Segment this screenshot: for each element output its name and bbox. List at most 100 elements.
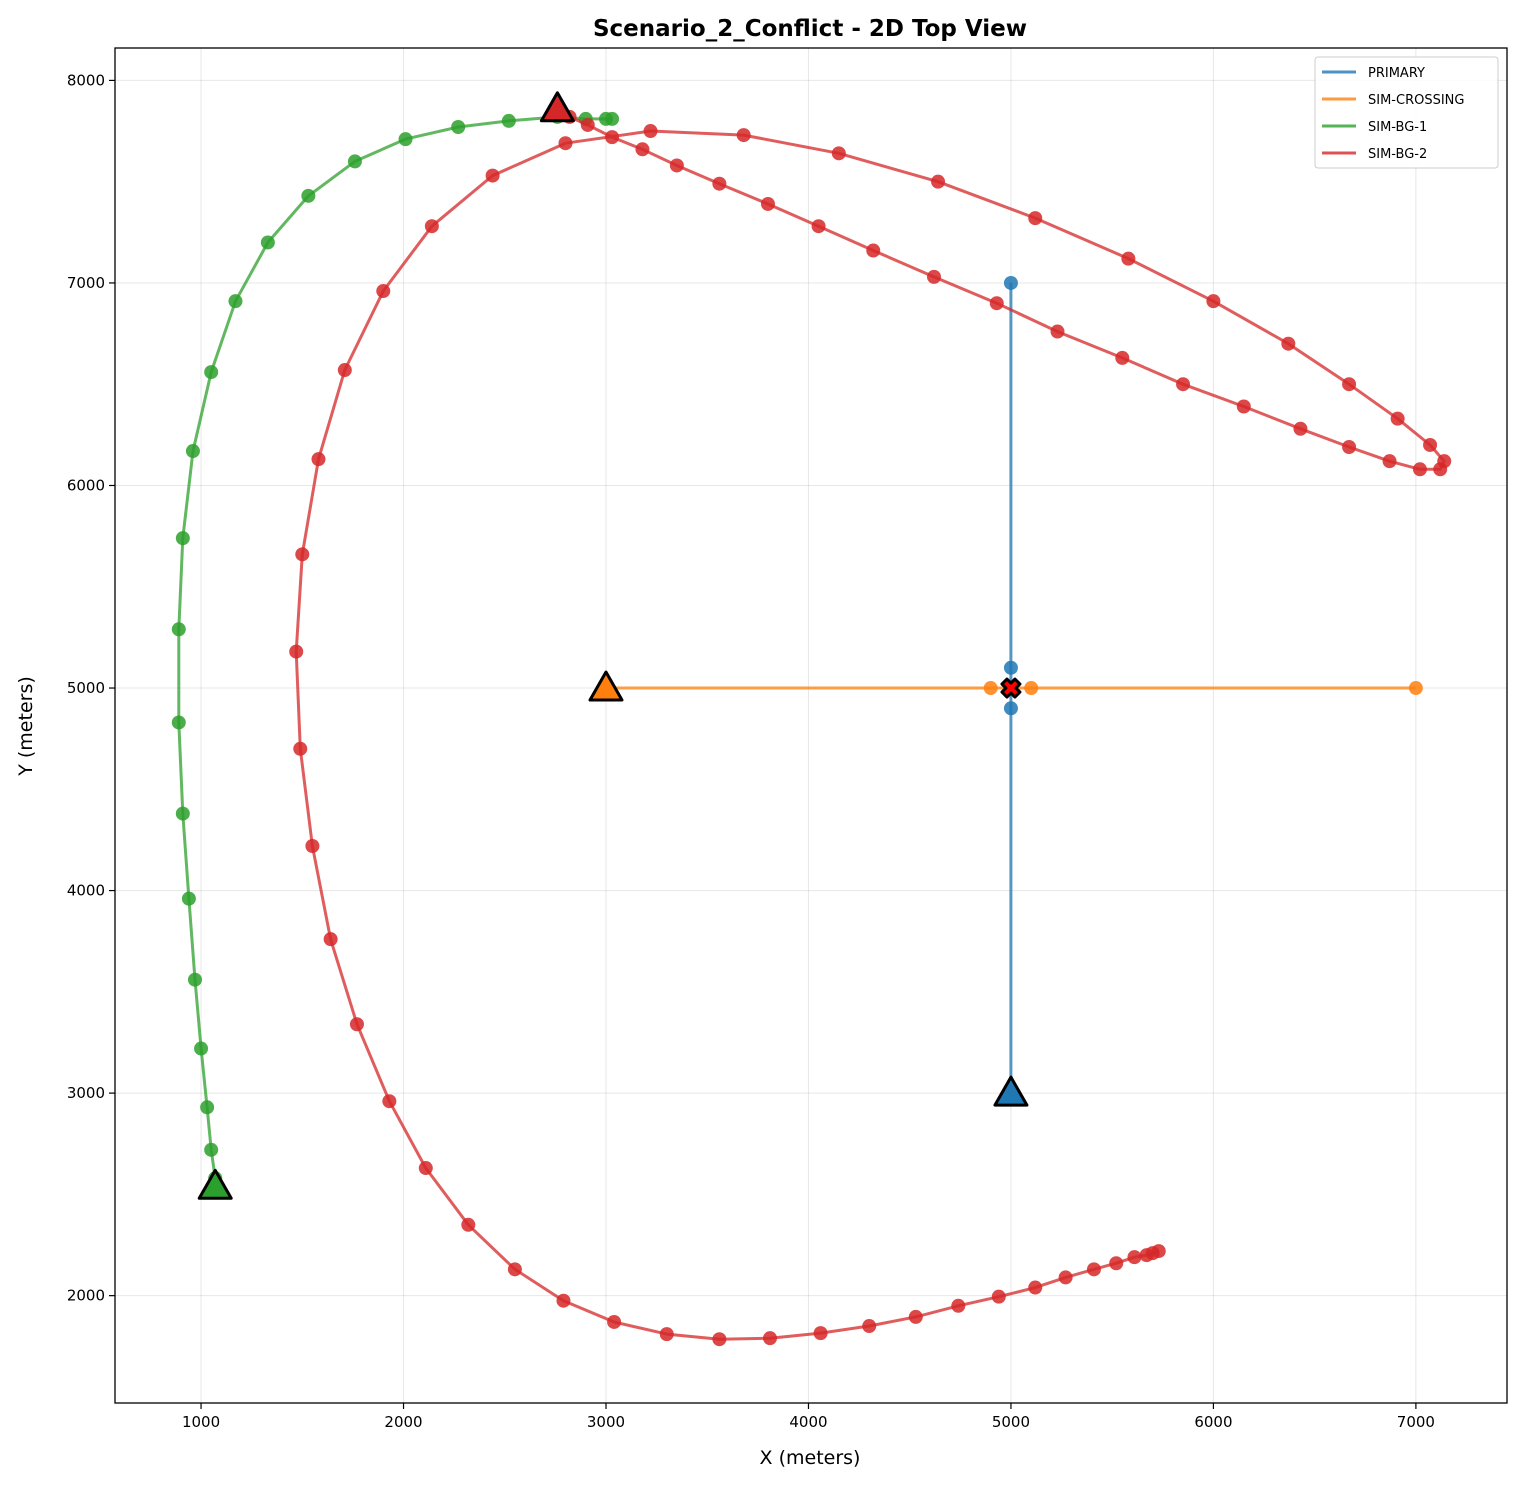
data-point: [1058, 1270, 1073, 1285]
data-point: [1433, 462, 1448, 477]
y-tick-label: 8000: [67, 71, 105, 89]
data-point: [951, 1298, 966, 1313]
data-point: [1024, 681, 1039, 696]
data-point: [424, 219, 439, 234]
data-point: [1003, 660, 1018, 675]
data-point: [295, 547, 310, 562]
y-tick-label: 5000: [67, 679, 105, 697]
data-point: [659, 1327, 674, 1342]
data-point: [1408, 681, 1423, 696]
y-tick-label: 4000: [67, 882, 105, 900]
y-axis-label: Y (meters): [15, 676, 37, 777]
legend-box: [1314, 56, 1499, 169]
data-point: [171, 622, 186, 637]
data-point: [1115, 350, 1130, 365]
legend: PRIMARY SIM-CROSSING SIM-BG-1 SIM-BG-2: [1314, 56, 1499, 169]
data-point: [200, 1100, 215, 1115]
data-point: [323, 932, 338, 947]
data-point: [349, 1017, 364, 1032]
data-point: [451, 119, 466, 134]
data-point: [347, 154, 362, 169]
data-point: [643, 124, 658, 139]
x-tick-label: 2000: [384, 1413, 422, 1431]
data-point: [983, 681, 998, 696]
ticks: 1000 2000 3000 4000 5000 6000 7000 2000 3000 4000…: [67, 71, 1435, 1431]
data-point: [813, 1326, 828, 1341]
conflict-x: [1000, 677, 1022, 699]
data-point: [311, 452, 326, 467]
data-point: [382, 1094, 397, 1109]
data-point: [1342, 440, 1357, 455]
data-point: [1281, 336, 1296, 351]
x-tick-label: 7000: [1397, 1413, 1435, 1431]
data-point: [1028, 211, 1043, 226]
data-point: [736, 128, 751, 143]
legend-label: SIM-BG-2: [1368, 147, 1427, 162]
x-axis-label: X (meters): [760, 1447, 861, 1469]
x-tick-label: 5000: [992, 1413, 1030, 1431]
data-point: [635, 142, 650, 157]
data-point: [398, 132, 413, 147]
data-point: [862, 1319, 877, 1334]
y-tick-label: 7000: [67, 274, 105, 292]
data-point: [461, 1217, 476, 1232]
y-tick-label: 3000: [67, 1084, 105, 1102]
data-point: [293, 741, 308, 756]
data-point: [337, 363, 352, 378]
data-point: [760, 196, 775, 211]
data-point: [289, 644, 304, 659]
data-point: [762, 1331, 777, 1346]
x-tick-label: 3000: [587, 1413, 625, 1431]
legend-label: SIM-CROSSING: [1368, 93, 1464, 108]
data-point: [580, 117, 595, 132]
data-point: [712, 1332, 727, 1347]
data-point: [1086, 1262, 1101, 1277]
data-point: [1236, 399, 1251, 414]
start-marker: [993, 1075, 1029, 1107]
x-tick-label: 4000: [789, 1413, 827, 1431]
data-point: [931, 174, 946, 189]
data-point: [607, 1314, 622, 1329]
data-point: [1050, 324, 1065, 339]
chart-title: Scenario_2_Conflict - 2D Top View: [593, 16, 1027, 42]
data-point: [485, 168, 500, 183]
data-point: [1293, 421, 1308, 436]
data-point: [1390, 411, 1405, 426]
start-marker: [588, 670, 624, 702]
data-point: [712, 176, 727, 191]
data-point: [1003, 701, 1018, 716]
data-point: [1121, 251, 1136, 266]
series-layer: [171, 107, 1452, 1347]
data-point: [1139, 1248, 1154, 1263]
data-point: [204, 1142, 219, 1157]
data-point: [908, 1309, 923, 1324]
data-point: [669, 158, 684, 173]
data-point: [556, 1293, 571, 1308]
data-point: [501, 113, 516, 128]
data-point: [301, 188, 316, 203]
data-point: [605, 111, 620, 126]
data-point: [1176, 377, 1191, 392]
y-tick-label: 2000: [67, 1287, 105, 1305]
data-point: [558, 136, 573, 151]
data-point: [171, 715, 186, 730]
data-point: [181, 891, 196, 906]
data-point: [866, 243, 881, 258]
x-tick-label: 1000: [182, 1413, 220, 1431]
data-point: [1206, 294, 1221, 309]
legend-label: SIM-BG-1: [1368, 120, 1427, 135]
data-point: [204, 365, 219, 380]
plot-frame: [114, 47, 1508, 1404]
data-point: [175, 806, 190, 821]
data-point: [605, 130, 620, 145]
data-point: [376, 284, 391, 299]
data-point: [1127, 1250, 1142, 1265]
data-point: [1109, 1256, 1124, 1271]
data-point: [1412, 462, 1427, 477]
data-point: [305, 839, 320, 854]
data-point: [1028, 1280, 1043, 1295]
data-point: [194, 1041, 209, 1056]
data-point: [1423, 437, 1438, 452]
data-point: [187, 972, 202, 987]
